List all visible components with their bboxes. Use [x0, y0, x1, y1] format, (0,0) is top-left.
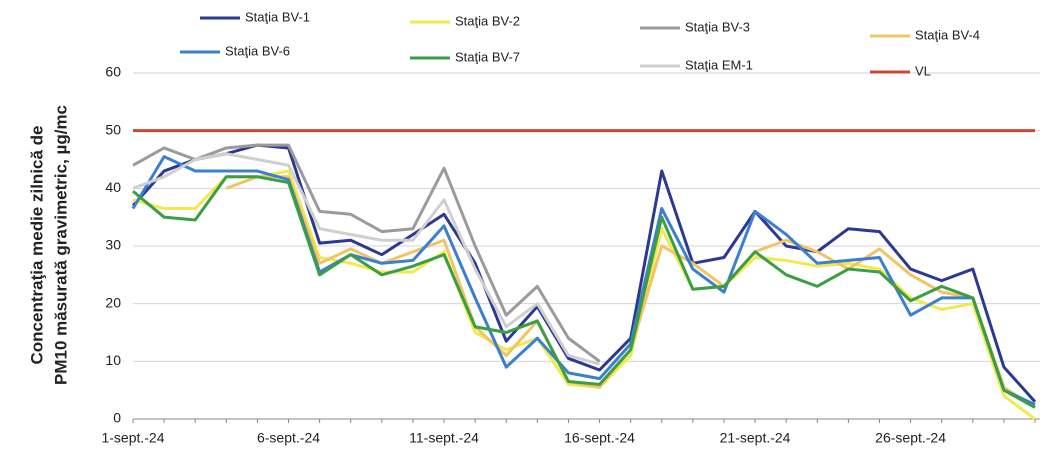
y-tick-label: 50 — [105, 121, 121, 137]
x-tick-label: 6-sept.-24 — [257, 430, 320, 446]
series-line — [131, 155, 1036, 406]
series-line — [131, 143, 1037, 403]
legend-label: Staţia BV-1 — [245, 9, 310, 24]
series-line — [132, 143, 601, 363]
y-axis-label: PM10 măsurată gravimetric, µg/mc — [51, 105, 70, 385]
legend-label: Staţia EM-1 — [685, 57, 753, 72]
x-tick-label: 26-sept.-24 — [875, 430, 946, 446]
series-line — [225, 175, 1036, 409]
series-line — [132, 175, 1036, 409]
series-line — [132, 152, 600, 366]
x-tick-label: 16-sept.-24 — [564, 430, 635, 446]
legend-label: Staţia BV-4 — [915, 27, 980, 42]
x-tick-label: 1-sept.-24 — [101, 430, 164, 446]
y-tick-label: 10 — [105, 352, 121, 368]
x-tick-label: 21-sept.-24 — [720, 430, 791, 446]
legend-label: Staţia BV-2 — [455, 13, 520, 28]
legend-label: Staţia BV-3 — [685, 19, 750, 34]
x-tick-label: 11-sept.-24 — [409, 430, 479, 446]
legend-label: Staţia BV-6 — [225, 43, 290, 58]
y-tick-label: 0 — [113, 410, 121, 426]
y-tick-label: 40 — [105, 179, 121, 195]
legend-label: Staţia BV-7 — [455, 49, 520, 64]
y-tick-label: 60 — [105, 64, 121, 80]
y-axis-label: Concentraţia medie zilnică de — [27, 125, 46, 364]
y-tick-label: 20 — [105, 294, 121, 310]
legend-label: VL — [915, 63, 931, 78]
y-tick-label: 30 — [105, 237, 121, 253]
